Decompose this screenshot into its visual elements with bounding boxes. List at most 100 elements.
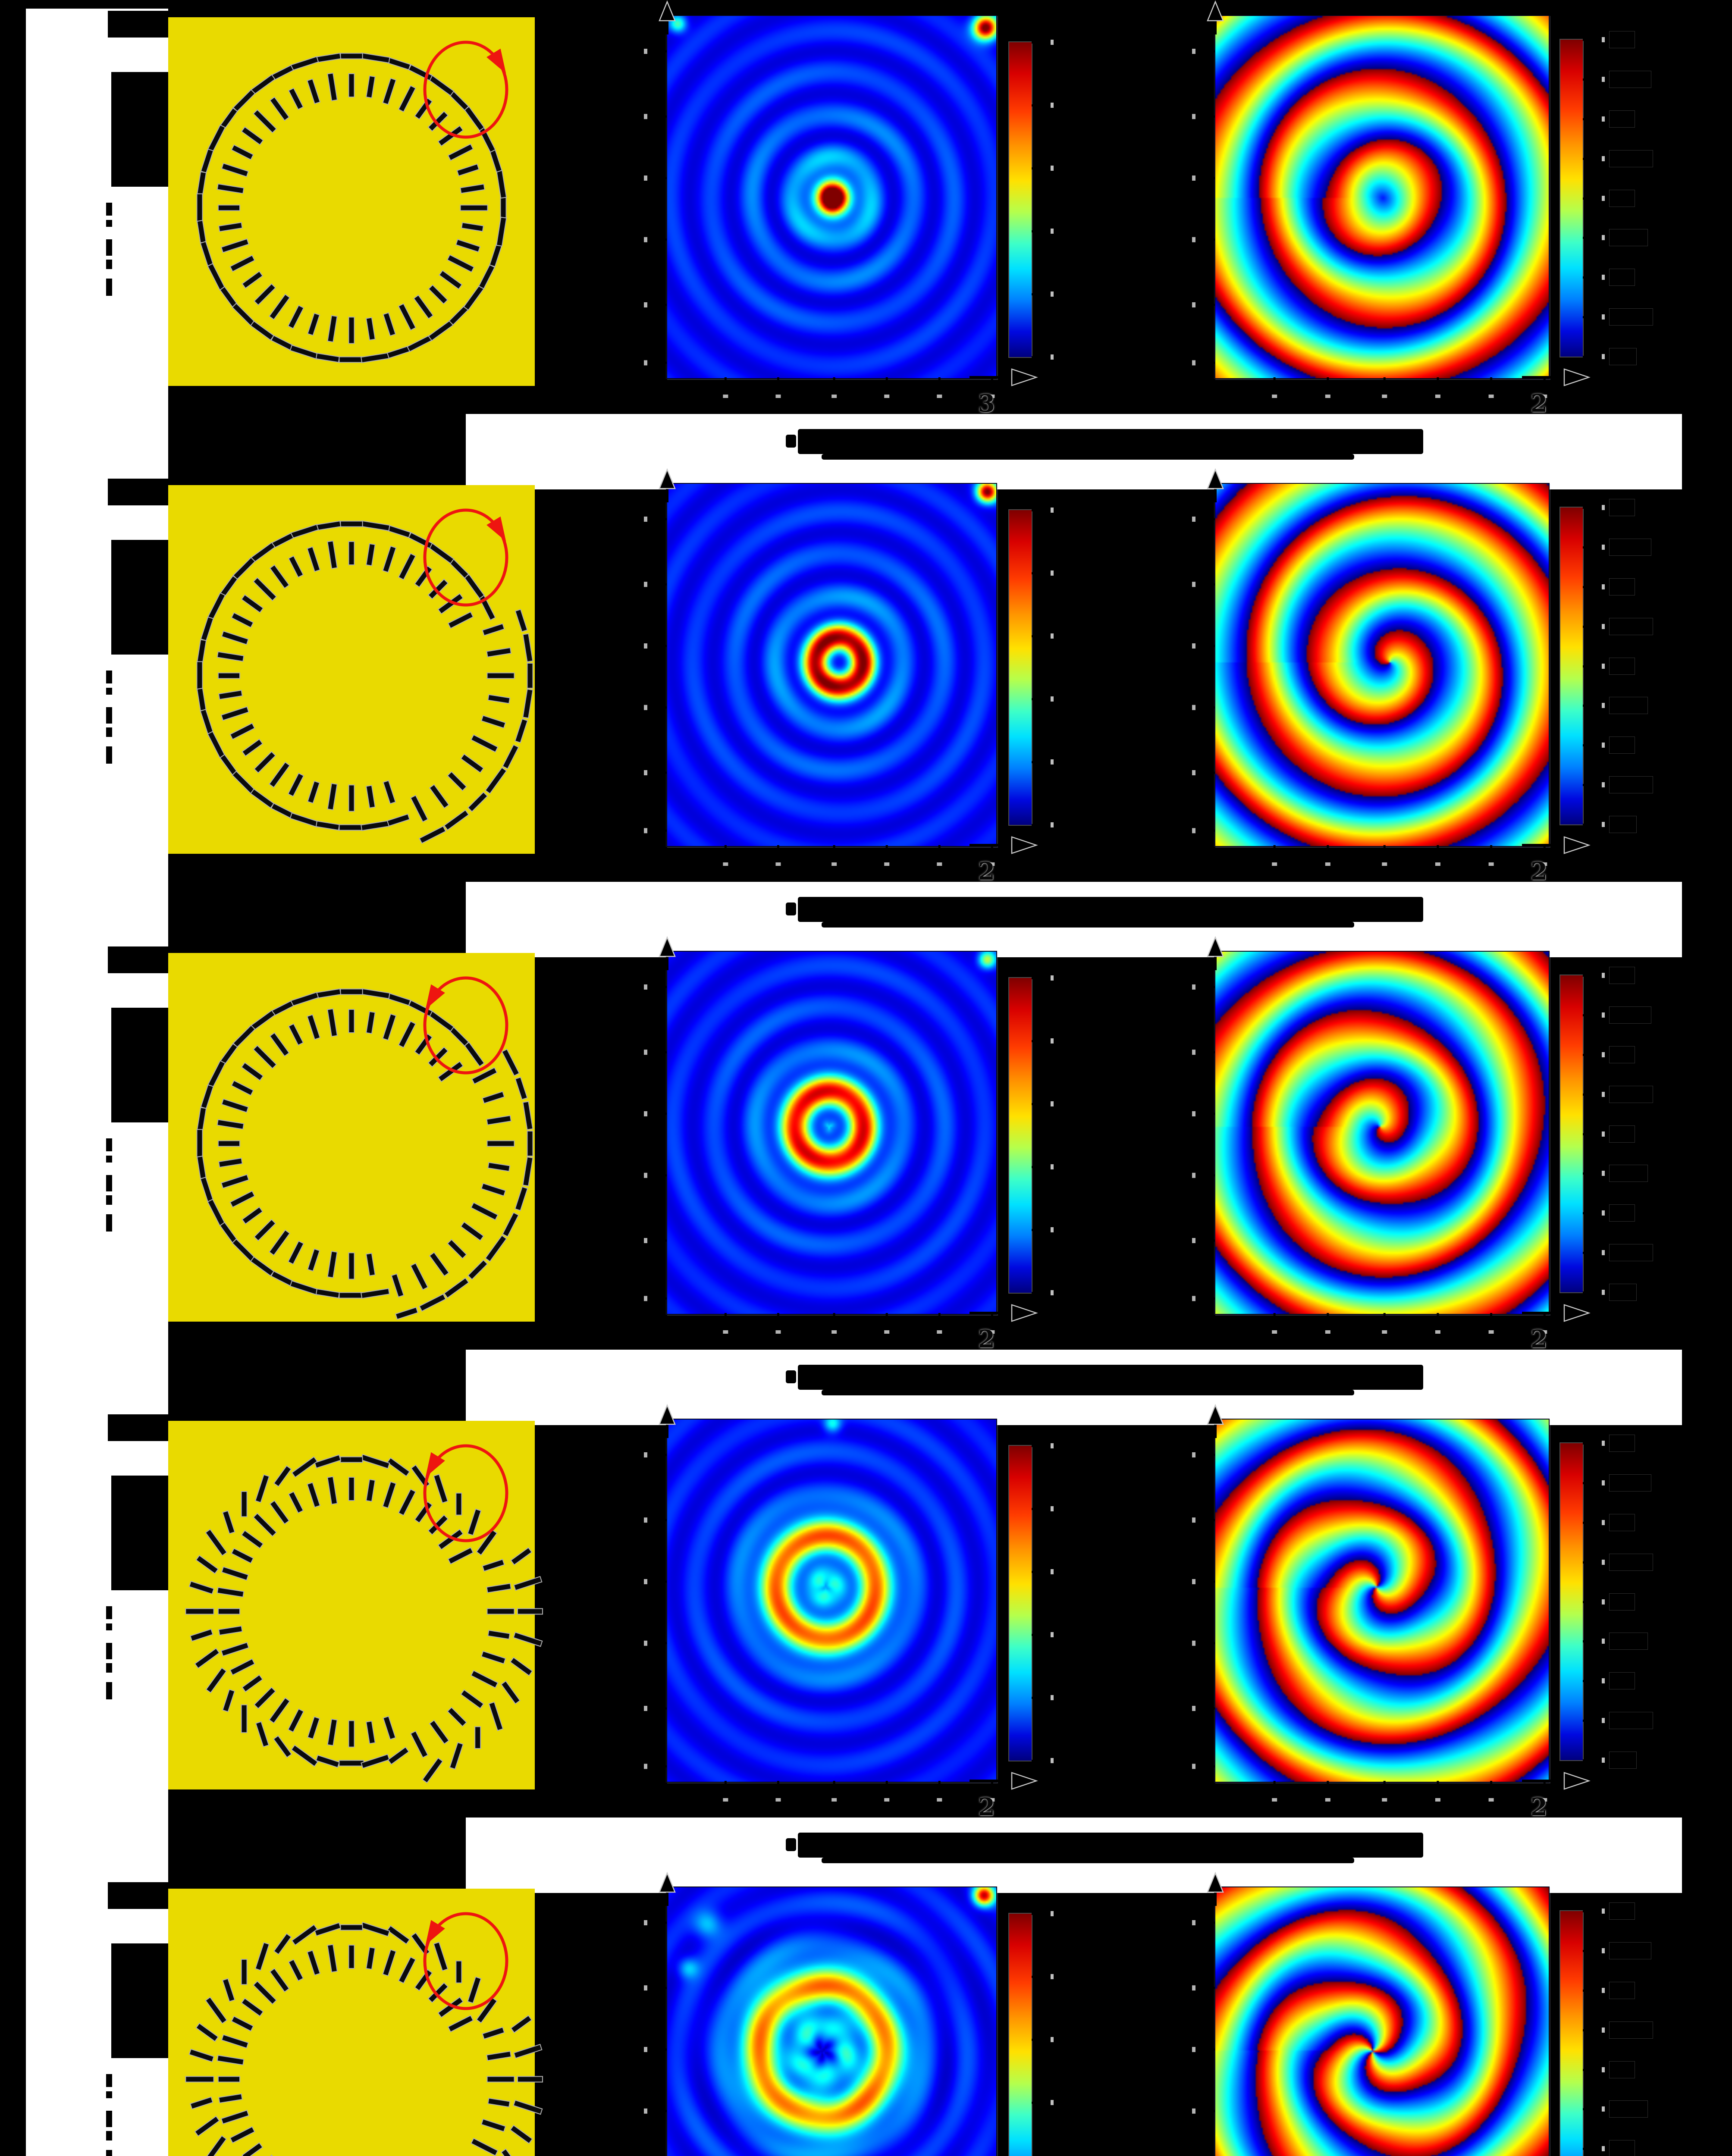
slit-inner	[327, 1718, 338, 1746]
slit-inner	[241, 594, 264, 614]
slit-inner	[288, 87, 304, 110]
phase-colorbar-tick-cap	[1602, 743, 1605, 748]
phase-colorbar-label-blob	[1610, 31, 1635, 48]
intensity-colorbar-tick	[1032, 2102, 1051, 2104]
slit-inner	[470, 1202, 499, 1221]
slit-inner	[216, 1119, 245, 1130]
slit-outer	[419, 825, 446, 844]
slit-inner	[482, 1559, 505, 1572]
slit-outer	[273, 1735, 292, 1758]
slit-inner	[241, 1062, 264, 1081]
slit-inner	[242, 1206, 264, 1225]
phase-colorbar-label-blob	[1610, 2021, 1653, 2038]
metasurface-panel	[168, 485, 535, 854]
slit-inner	[439, 270, 463, 290]
phase-xmax-label: 2	[1531, 389, 1547, 418]
slit-outer	[467, 1259, 488, 1280]
slit-outer	[443, 809, 470, 831]
intensity-colorbar-tick-cap	[1051, 1443, 1054, 1448]
slit-inner	[460, 183, 485, 194]
slit-outer	[195, 2022, 219, 2042]
slit-inner	[218, 2093, 243, 2104]
slit-outer	[513, 1632, 543, 1647]
slit-outer	[271, 1000, 294, 1016]
slit-inner	[217, 1608, 240, 1615]
slit-inner	[348, 1009, 355, 1033]
slit-inner	[216, 651, 245, 662]
phase-colorbar-label-blob	[1610, 1244, 1653, 1261]
slit-inner	[383, 312, 396, 337]
slit-inner	[480, 2118, 506, 2132]
intensity-colorbar-tick-cap	[1051, 1038, 1054, 1044]
slit-inner	[429, 1720, 450, 1745]
phase-colorbar-tick	[1583, 197, 1602, 200]
slit-outer	[386, 345, 410, 359]
intensity-colorbar	[1008, 41, 1032, 358]
slit-inner	[429, 784, 450, 809]
slit-outer	[513, 1576, 543, 1591]
slit-outer	[514, 718, 528, 743]
slit-outer	[250, 1256, 275, 1277]
slit-inner	[269, 1500, 290, 1525]
slit-outer	[485, 767, 507, 794]
slit-inner	[287, 772, 304, 797]
slit-outer	[207, 263, 226, 291]
hidden-tick-label-blob	[106, 1606, 112, 1619]
phase-colorbar-tick	[1583, 744, 1602, 747]
hidden-tick-label-blob	[106, 688, 112, 695]
phase-colorbar-label-blob	[1610, 1435, 1635, 1451]
phase-colorbar-tick	[1583, 975, 1602, 977]
slit-outer	[467, 1976, 482, 2004]
slit-outer	[188, 1580, 215, 1595]
slit-outer	[522, 633, 533, 662]
slit-outer	[340, 1456, 363, 1463]
slit-inner	[253, 109, 277, 134]
intensity-colorbar-tick	[1032, 1445, 1051, 1447]
slit-inner	[398, 85, 417, 113]
intensity-colorbar-tick-cap	[1051, 1290, 1054, 1295]
intensity-colorbar-tick-cap	[1051, 508, 1054, 513]
intensity-colorbar-tick-cap	[1051, 1506, 1054, 1511]
phase-colorbar-label-blob	[1610, 658, 1635, 674]
phase-colorbar-label-blob	[1610, 777, 1653, 793]
phase-colorbar-label-blob	[1610, 1514, 1635, 1531]
slit-outer	[340, 1924, 363, 1931]
intensity-colorbar-tick-cap	[1051, 1227, 1054, 1232]
slit-inner	[327, 72, 338, 101]
intensity-colorbar-tick	[1032, 1292, 1051, 1294]
slit-outer	[478, 264, 496, 289]
slit-inner	[482, 1091, 505, 1104]
phase-colorbar-tick-cap	[1602, 1441, 1605, 1446]
slit-inner	[428, 284, 449, 305]
slit-inner	[383, 780, 396, 805]
slit-inner	[447, 143, 474, 161]
slit-outer	[489, 242, 503, 267]
slit-inner	[348, 1476, 355, 1501]
caption-text-blob-fragment	[786, 1370, 796, 1383]
slit-outer	[254, 1942, 270, 1971]
slit-inner	[269, 1032, 290, 1057]
slit-outer	[500, 1680, 521, 1705]
slit-inner	[242, 270, 264, 289]
slit-inner	[268, 1697, 291, 1724]
slit-outer	[386, 1925, 411, 1945]
phase-colorbar-tick-cap	[1602, 1987, 1605, 1993]
intensity-colorbar-tick	[1032, 1229, 1051, 1231]
phase-colorbar-tick-cap	[1602, 195, 1605, 201]
metasurface-slit-pattern	[185, 1912, 543, 2156]
slit-outer	[314, 1454, 342, 1469]
intensity-colorbar-tick-cap	[1051, 1974, 1054, 1979]
phase-colorbar-tick	[1583, 1910, 1602, 1912]
hidden-tick-label-blob	[106, 1156, 112, 1163]
hidden-axis-text-blob	[111, 72, 168, 187]
slit-outer	[196, 1155, 207, 1179]
hidden-tick-label-blob	[106, 1663, 112, 1673]
slit-outer	[360, 1921, 390, 1937]
slit-inner	[427, 1514, 449, 1536]
slit-outer	[510, 2015, 533, 2034]
phase-colorbar-label-blob	[1610, 1086, 1653, 1103]
phase-colorbar-tick	[1583, 1949, 1602, 1952]
metasurface-panel	[168, 953, 535, 1322]
intensity-colorbar-tick	[1032, 1040, 1051, 1042]
phase-colorbar-tick-cap	[1602, 1131, 1605, 1137]
